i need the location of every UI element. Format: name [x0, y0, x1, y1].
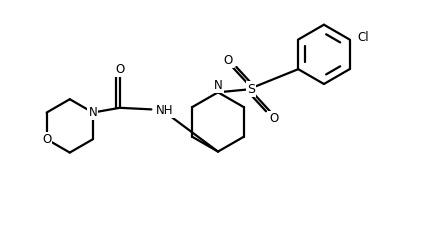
- Text: O: O: [224, 54, 233, 67]
- Text: Cl: Cl: [358, 31, 369, 44]
- Text: O: O: [42, 133, 51, 146]
- Text: O: O: [115, 63, 125, 76]
- Text: NH: NH: [156, 104, 174, 117]
- Text: N: N: [89, 106, 97, 119]
- Text: O: O: [269, 112, 279, 125]
- Text: S: S: [247, 83, 255, 96]
- Text: N: N: [214, 79, 222, 92]
